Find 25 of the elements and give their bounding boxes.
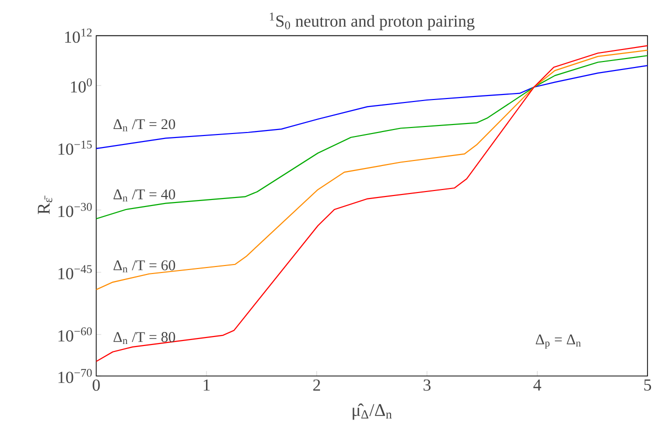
annotation: Δ$_{p}$ = Δ$_{n}$ [536, 334, 581, 348]
x-tick-label: 4 [533, 379, 542, 390]
y-tick-label: 10$^{−30}$ [58, 202, 92, 217]
y-tick-label: 10$^{−60}$ [58, 327, 92, 342]
line-series [96, 44, 648, 362]
line-series [96, 54, 648, 220]
y-axis-title: R$_{ε̄}$ [38, 195, 52, 214]
y-tick-label: 10$^{−15}$ [58, 140, 92, 155]
series-label: Δ$_{n}$ /T = 80 [114, 332, 176, 344]
series-label: Δ$_{n}$ /T = 60 [114, 260, 176, 272]
y-tick-label: 10$^{−45}$ [58, 264, 92, 280]
chart-title: $^{1}$S$_{0}$ neutron and proton pairing [270, 12, 475, 30]
line-series [96, 49, 648, 290]
x-tick-label: 5 [644, 379, 652, 390]
y-tick-label: 10$^{12}$ [65, 28, 92, 43]
x-tick-label: 3 [424, 379, 431, 391]
series-label: Δ$_{n}$ /T = 40 [114, 189, 176, 202]
series-label: Δ$_{n}$ /T = 20 [114, 119, 176, 132]
x-tick-label: 0 [92, 379, 100, 391]
x-tick-label: 2 [313, 379, 320, 390]
x-tick-label: 1 [204, 379, 210, 390]
line-series [96, 64, 648, 149]
y-tick-label: 10$^{0}$ [71, 78, 92, 92]
x-axis-title: μ̂$_{Δ}$/Δ$_{n}$ [352, 403, 392, 420]
y-tick-label: 10$^{−70}$ [58, 368, 92, 383]
